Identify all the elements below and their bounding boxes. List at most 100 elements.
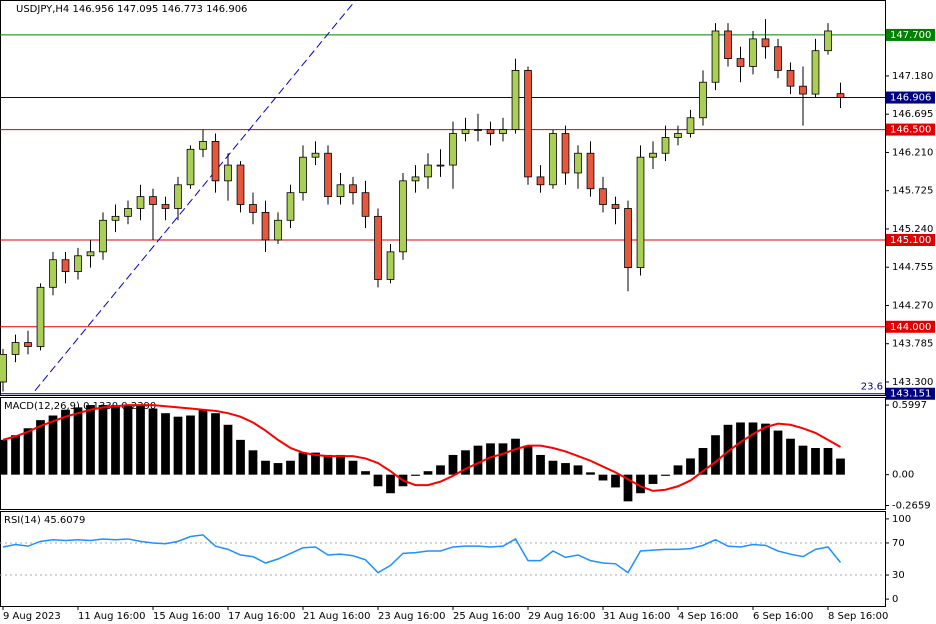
x-tick-label: 21 Aug 16:00 xyxy=(303,611,370,622)
macd-bar xyxy=(498,443,508,475)
macd-bar xyxy=(361,471,370,475)
y-tick-label: 145.725 xyxy=(892,186,933,197)
y-tick-label: 143.300 xyxy=(892,377,933,388)
price-panel xyxy=(0,0,886,396)
macd-bar xyxy=(686,458,695,475)
macd-bar xyxy=(148,408,158,475)
macd-bar xyxy=(473,445,483,475)
macd-bar xyxy=(173,416,183,475)
macd-bar xyxy=(436,465,445,475)
macd-bar xyxy=(736,422,745,475)
candle-body xyxy=(274,219,282,241)
panel-title: USDJPY,H4 146.956 147.095 146.773 146.90… xyxy=(16,4,247,15)
candle-body xyxy=(711,30,720,83)
y-tick-label: 146.210 xyxy=(892,147,933,158)
candle-body xyxy=(161,204,170,209)
candle-body xyxy=(561,133,570,174)
candle-body xyxy=(411,176,420,182)
candle-body xyxy=(811,50,820,95)
candle-body xyxy=(449,133,457,166)
candle-body xyxy=(649,152,657,158)
macd-bar xyxy=(286,460,295,475)
macd-bar xyxy=(786,438,795,475)
candle-body xyxy=(611,204,620,209)
candle-body xyxy=(699,81,707,119)
macd-bar xyxy=(198,409,208,475)
macd-bar xyxy=(561,463,570,475)
x-tick-label: 11 Aug 16:00 xyxy=(78,611,145,622)
candle-body xyxy=(799,85,807,95)
macd-bar xyxy=(123,405,133,475)
candle-body xyxy=(486,129,495,134)
macd-bar xyxy=(136,405,145,475)
y-tick-label: 146.695 xyxy=(892,109,933,120)
macd-bar xyxy=(661,474,670,476)
candle-body xyxy=(261,211,270,241)
level-tag xyxy=(886,234,935,247)
macd-bar xyxy=(698,447,708,475)
macd-bar xyxy=(448,454,458,475)
candle-body xyxy=(11,342,20,355)
macd-bar xyxy=(98,405,108,475)
candle-body xyxy=(399,180,407,253)
macd-bar xyxy=(223,424,233,475)
candle-body xyxy=(461,129,470,134)
candle-body xyxy=(674,133,682,138)
y-tick-label: 143.785 xyxy=(892,339,933,350)
macd-bar xyxy=(0,439,8,475)
candle-body xyxy=(0,353,7,383)
x-tick-label: 23 Aug 16:00 xyxy=(378,611,445,622)
y-tick-label: 0 xyxy=(892,594,898,605)
macd-bar xyxy=(61,409,70,475)
level-tag-label: 147.700 xyxy=(890,30,931,41)
macd-bar xyxy=(386,474,395,494)
candle-body xyxy=(499,129,507,134)
macd-bar xyxy=(373,474,383,487)
macd-bar xyxy=(511,438,520,475)
candle-body xyxy=(136,196,145,209)
macd-bar xyxy=(648,474,658,484)
macd-bar xyxy=(348,460,358,475)
macd-bar xyxy=(811,447,820,475)
macd-bar xyxy=(623,474,633,502)
candle-body xyxy=(524,70,532,178)
candle-body xyxy=(724,30,732,59)
candle-body xyxy=(211,141,220,182)
candle-body xyxy=(761,38,770,48)
macd-bar xyxy=(586,472,595,475)
candle-body xyxy=(311,152,320,158)
macd-bar xyxy=(798,445,808,475)
macd-bar xyxy=(461,450,470,475)
macd-bar xyxy=(186,415,195,475)
macd-bar xyxy=(411,474,420,476)
candle-body xyxy=(61,259,70,272)
macd-bar xyxy=(11,435,20,475)
x-tick-label: 8 Sep 16:00 xyxy=(828,611,888,622)
macd-bar xyxy=(236,439,245,475)
level-tag xyxy=(886,387,935,400)
candle-body xyxy=(174,184,182,209)
x-tick-label: 17 Aug 16:00 xyxy=(228,611,295,622)
x-tick-label: 9 Aug 2023 xyxy=(3,611,61,622)
candle-body xyxy=(599,188,607,205)
candle-body xyxy=(249,204,257,213)
macd-bar xyxy=(211,413,220,475)
y-tick-label: 30 xyxy=(892,570,905,581)
candle-body xyxy=(324,152,332,198)
candle-body xyxy=(436,164,445,167)
rsi-panel xyxy=(0,511,886,607)
candle-body xyxy=(549,133,557,186)
candle-body xyxy=(511,70,520,130)
macd-bar xyxy=(86,405,95,475)
level-tag-label: 144.000 xyxy=(890,322,931,333)
candle-body xyxy=(286,192,295,221)
macd-bar xyxy=(298,452,308,475)
candle-body xyxy=(124,208,132,217)
y-tick-label: 70 xyxy=(892,538,905,549)
candle-body xyxy=(386,251,395,280)
candle-body xyxy=(349,184,357,194)
macd-bar xyxy=(598,474,608,481)
x-tick-label: 29 Aug 16:00 xyxy=(528,611,595,622)
candle-body xyxy=(661,137,670,154)
